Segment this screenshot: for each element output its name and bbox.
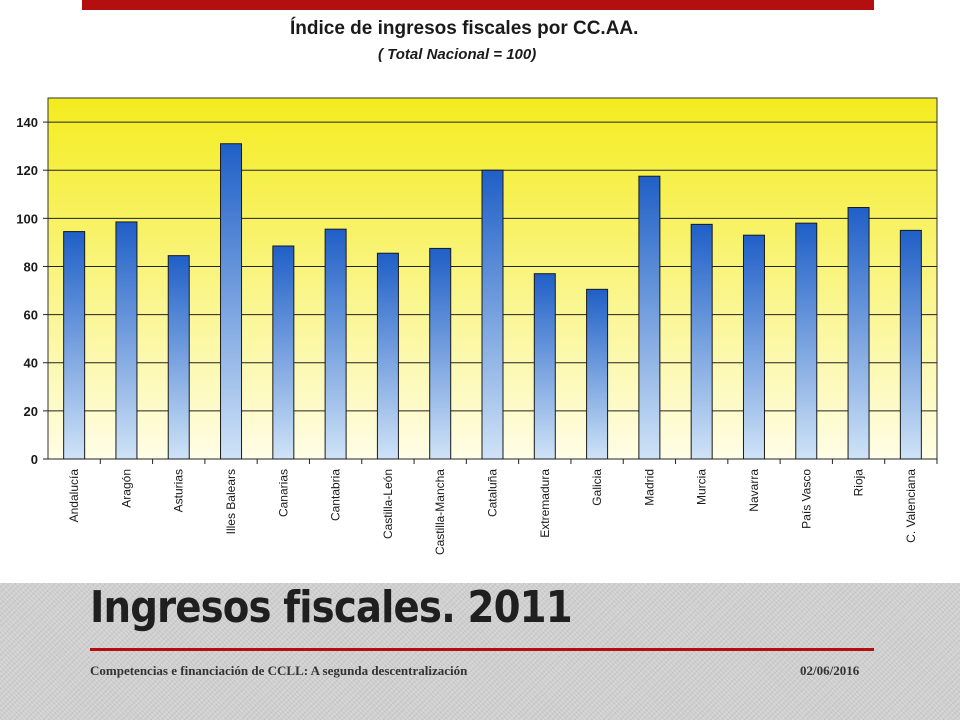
bar [429,247,452,460]
y-tick-label: 140 [16,115,38,130]
chart-title: Índice de ingresos fiscales por CC.AA. [290,18,639,39]
x-tick-label: País Vasco [799,469,813,529]
title-divider [90,648,874,651]
y-tick-label: 100 [16,211,38,226]
bar [376,252,399,460]
bar [272,245,295,460]
x-tick-label: Extremadura [538,469,552,538]
footer-date: 02/06/2016 [800,663,860,678]
y-tick-label: 60 [24,308,38,323]
x-tick-label: C. Valenciana [904,469,918,543]
bar [690,223,713,460]
bar-chart: 0 20 40 60 80 100 120 140 Andalucía Aragón Asturia… [16,97,938,555]
y-tick-label: 40 [24,356,38,371]
x-tick-label: Castilla-León [381,469,395,539]
y-tick-label: 120 [16,163,38,178]
x-tick-label: Murcia [695,469,709,505]
slide-title: Ingresos fiscales. 2011 [90,582,573,633]
chart-subtitle: ( Total Nacional = 100) [378,46,537,63]
bar [324,228,347,460]
bar [586,288,609,460]
y-tick-label: 80 [24,259,38,274]
x-tick-label: Canarias [276,469,290,517]
x-tick-label: Aragón [119,469,133,508]
x-tick-label: Galicia [590,469,604,506]
bar [115,221,138,460]
footer-subtitle: Competencias e financiación de CCLL: A s… [90,663,468,678]
x-tick-label: Cantabria [329,469,343,521]
y-tick-label: 20 [24,404,38,419]
bar [63,231,86,460]
y-tick-label: 0 [31,452,38,467]
bar [481,169,504,460]
x-tick-label: Madrid [642,469,656,506]
x-tick-label: Andalucía [67,469,81,523]
top-accent-bar [82,0,874,10]
bar [638,175,661,460]
bar [899,229,922,460]
x-tick-label: Asturias [172,469,186,512]
footer-panel [0,583,960,720]
x-tick-label: Cataluña [486,469,500,517]
bar [220,143,243,460]
bar [533,273,556,460]
bar [742,234,765,460]
bar [847,207,870,460]
x-tick-label: Navarra [747,469,761,512]
bar [167,255,190,460]
x-tick-label: Rioja [852,469,866,497]
x-tick-label: Illes Balears [224,469,238,534]
x-tick-label: Castilla-Mancha [433,469,447,555]
bar [795,222,818,460]
